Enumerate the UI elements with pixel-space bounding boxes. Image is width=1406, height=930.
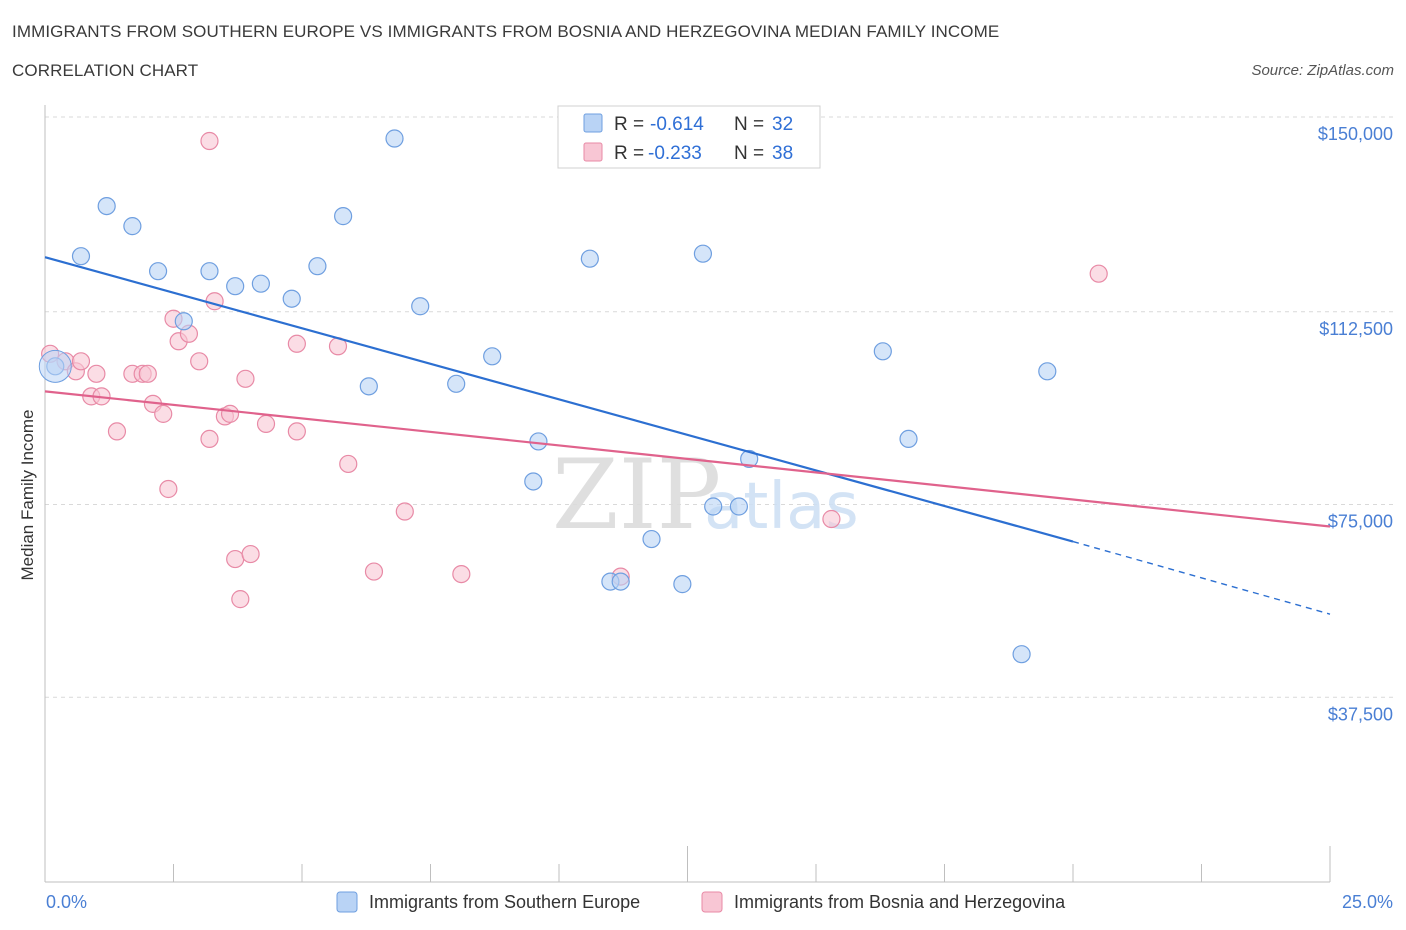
data-point <box>200 131 219 151</box>
data-point <box>308 257 327 276</box>
data-point <box>87 364 106 383</box>
legend-n-label-1: N = <box>734 114 764 135</box>
trend-line-bosnia <box>44 390 1331 528</box>
trend-line-southern-europe <box>44 256 1074 543</box>
watermark-zip: ZIP <box>552 439 721 551</box>
data-point <box>71 247 91 266</box>
data-point <box>673 575 692 594</box>
data-point <box>190 352 209 371</box>
data-point <box>148 262 168 281</box>
data-point <box>220 404 240 423</box>
legend-n-value-2: 38 <box>772 143 793 164</box>
data-point <box>71 352 91 371</box>
data-point <box>107 422 127 441</box>
legend-r-label-2: R = <box>614 143 644 164</box>
data-point <box>1089 264 1108 283</box>
data-point <box>1012 645 1031 664</box>
legend-r-value-2: -0.233 <box>648 143 702 164</box>
data-point <box>704 497 723 516</box>
data-point <box>334 207 353 226</box>
y-axis-label: Median Family Income <box>18 409 37 580</box>
data-point <box>287 422 306 441</box>
x-tick-label-start: 0.0% <box>46 892 87 912</box>
bottom-legend-label-1: Immigrants from Southern Europe <box>369 892 640 912</box>
watermark: ZIP atlas <box>552 439 859 551</box>
data-point <box>693 244 713 263</box>
data-point <box>385 129 404 148</box>
data-point <box>1038 362 1057 381</box>
series-southern-europe-points <box>38 129 1057 664</box>
data-point <box>740 449 759 469</box>
y-tick-label: $150,000 <box>1318 124 1393 144</box>
data-point <box>241 544 260 564</box>
data-point <box>524 472 543 491</box>
bottom-legend-label-2: Immigrants from Bosnia and Herzegovina <box>734 892 1066 912</box>
bottom-legend-swatch-blue <box>336 891 358 913</box>
legend-swatch-blue <box>583 113 603 133</box>
legend-r-value-1: -0.614 <box>650 114 704 135</box>
series-legend: Immigrants from Southern Europe Immigran… <box>336 891 1066 913</box>
y-tick-label: $112,500 <box>1319 319 1393 339</box>
data-point-cluster <box>38 349 72 383</box>
data-point <box>395 502 414 521</box>
data-point <box>205 292 224 311</box>
data-point <box>822 509 841 529</box>
chart-subtitle: CORRELATION CHART <box>12 61 199 80</box>
legend-n-label-2: N = <box>734 143 764 164</box>
data-point <box>642 529 661 549</box>
data-point <box>200 262 219 281</box>
legend-swatch-pink <box>583 142 603 162</box>
watermark-atlas: atlas <box>704 470 859 544</box>
data-point <box>411 297 430 316</box>
data-point <box>200 429 219 449</box>
data-point <box>154 404 173 423</box>
data-point <box>364 562 384 581</box>
data-point <box>251 274 270 293</box>
trend-line-extension <box>1072 540 1331 615</box>
data-point <box>483 347 502 366</box>
legend-n-value-1: 32 <box>772 114 793 135</box>
data-point <box>873 342 892 361</box>
data-point <box>729 497 749 516</box>
data-point <box>123 217 142 236</box>
bottom-legend-swatch-pink <box>701 891 723 913</box>
data-point <box>339 454 358 474</box>
data-point <box>226 549 245 569</box>
legend-r-label-1: R = <box>614 114 644 135</box>
data-point <box>580 249 599 268</box>
data-point <box>447 374 466 393</box>
y-tick-label: $75,000 <box>1328 512 1393 532</box>
trend-lines <box>44 256 1331 615</box>
data-point <box>359 377 378 396</box>
data-point <box>231 590 250 609</box>
axes <box>44 105 1331 883</box>
data-point <box>226 277 245 296</box>
data-point <box>899 429 918 449</box>
y-tick-label: $37,500 <box>1328 704 1393 724</box>
data-point <box>159 479 178 499</box>
data-point <box>97 197 116 216</box>
data-point <box>282 289 301 308</box>
x-tick-label-end: 25.0% <box>1342 892 1393 912</box>
data-point <box>287 334 306 353</box>
y-tick-labels: $37,500 $75,000 $112,500 $150,000 <box>1318 124 1393 724</box>
source-label: Source: ZipAtlas.com <box>1251 62 1394 79</box>
data-point <box>174 312 193 331</box>
data-point <box>452 564 471 584</box>
data-point <box>138 364 157 383</box>
data-point <box>256 414 276 433</box>
grid-lines <box>45 116 1395 698</box>
data-point <box>236 369 255 388</box>
chart-title: IMMIGRANTS FROM SOUTHERN EUROPE VS IMMIG… <box>12 22 1000 41</box>
data-point <box>529 432 548 451</box>
data-point <box>611 572 630 591</box>
correlation-legend: R = -0.614 N = 32 R = -0.233 N = 38 <box>557 105 821 169</box>
